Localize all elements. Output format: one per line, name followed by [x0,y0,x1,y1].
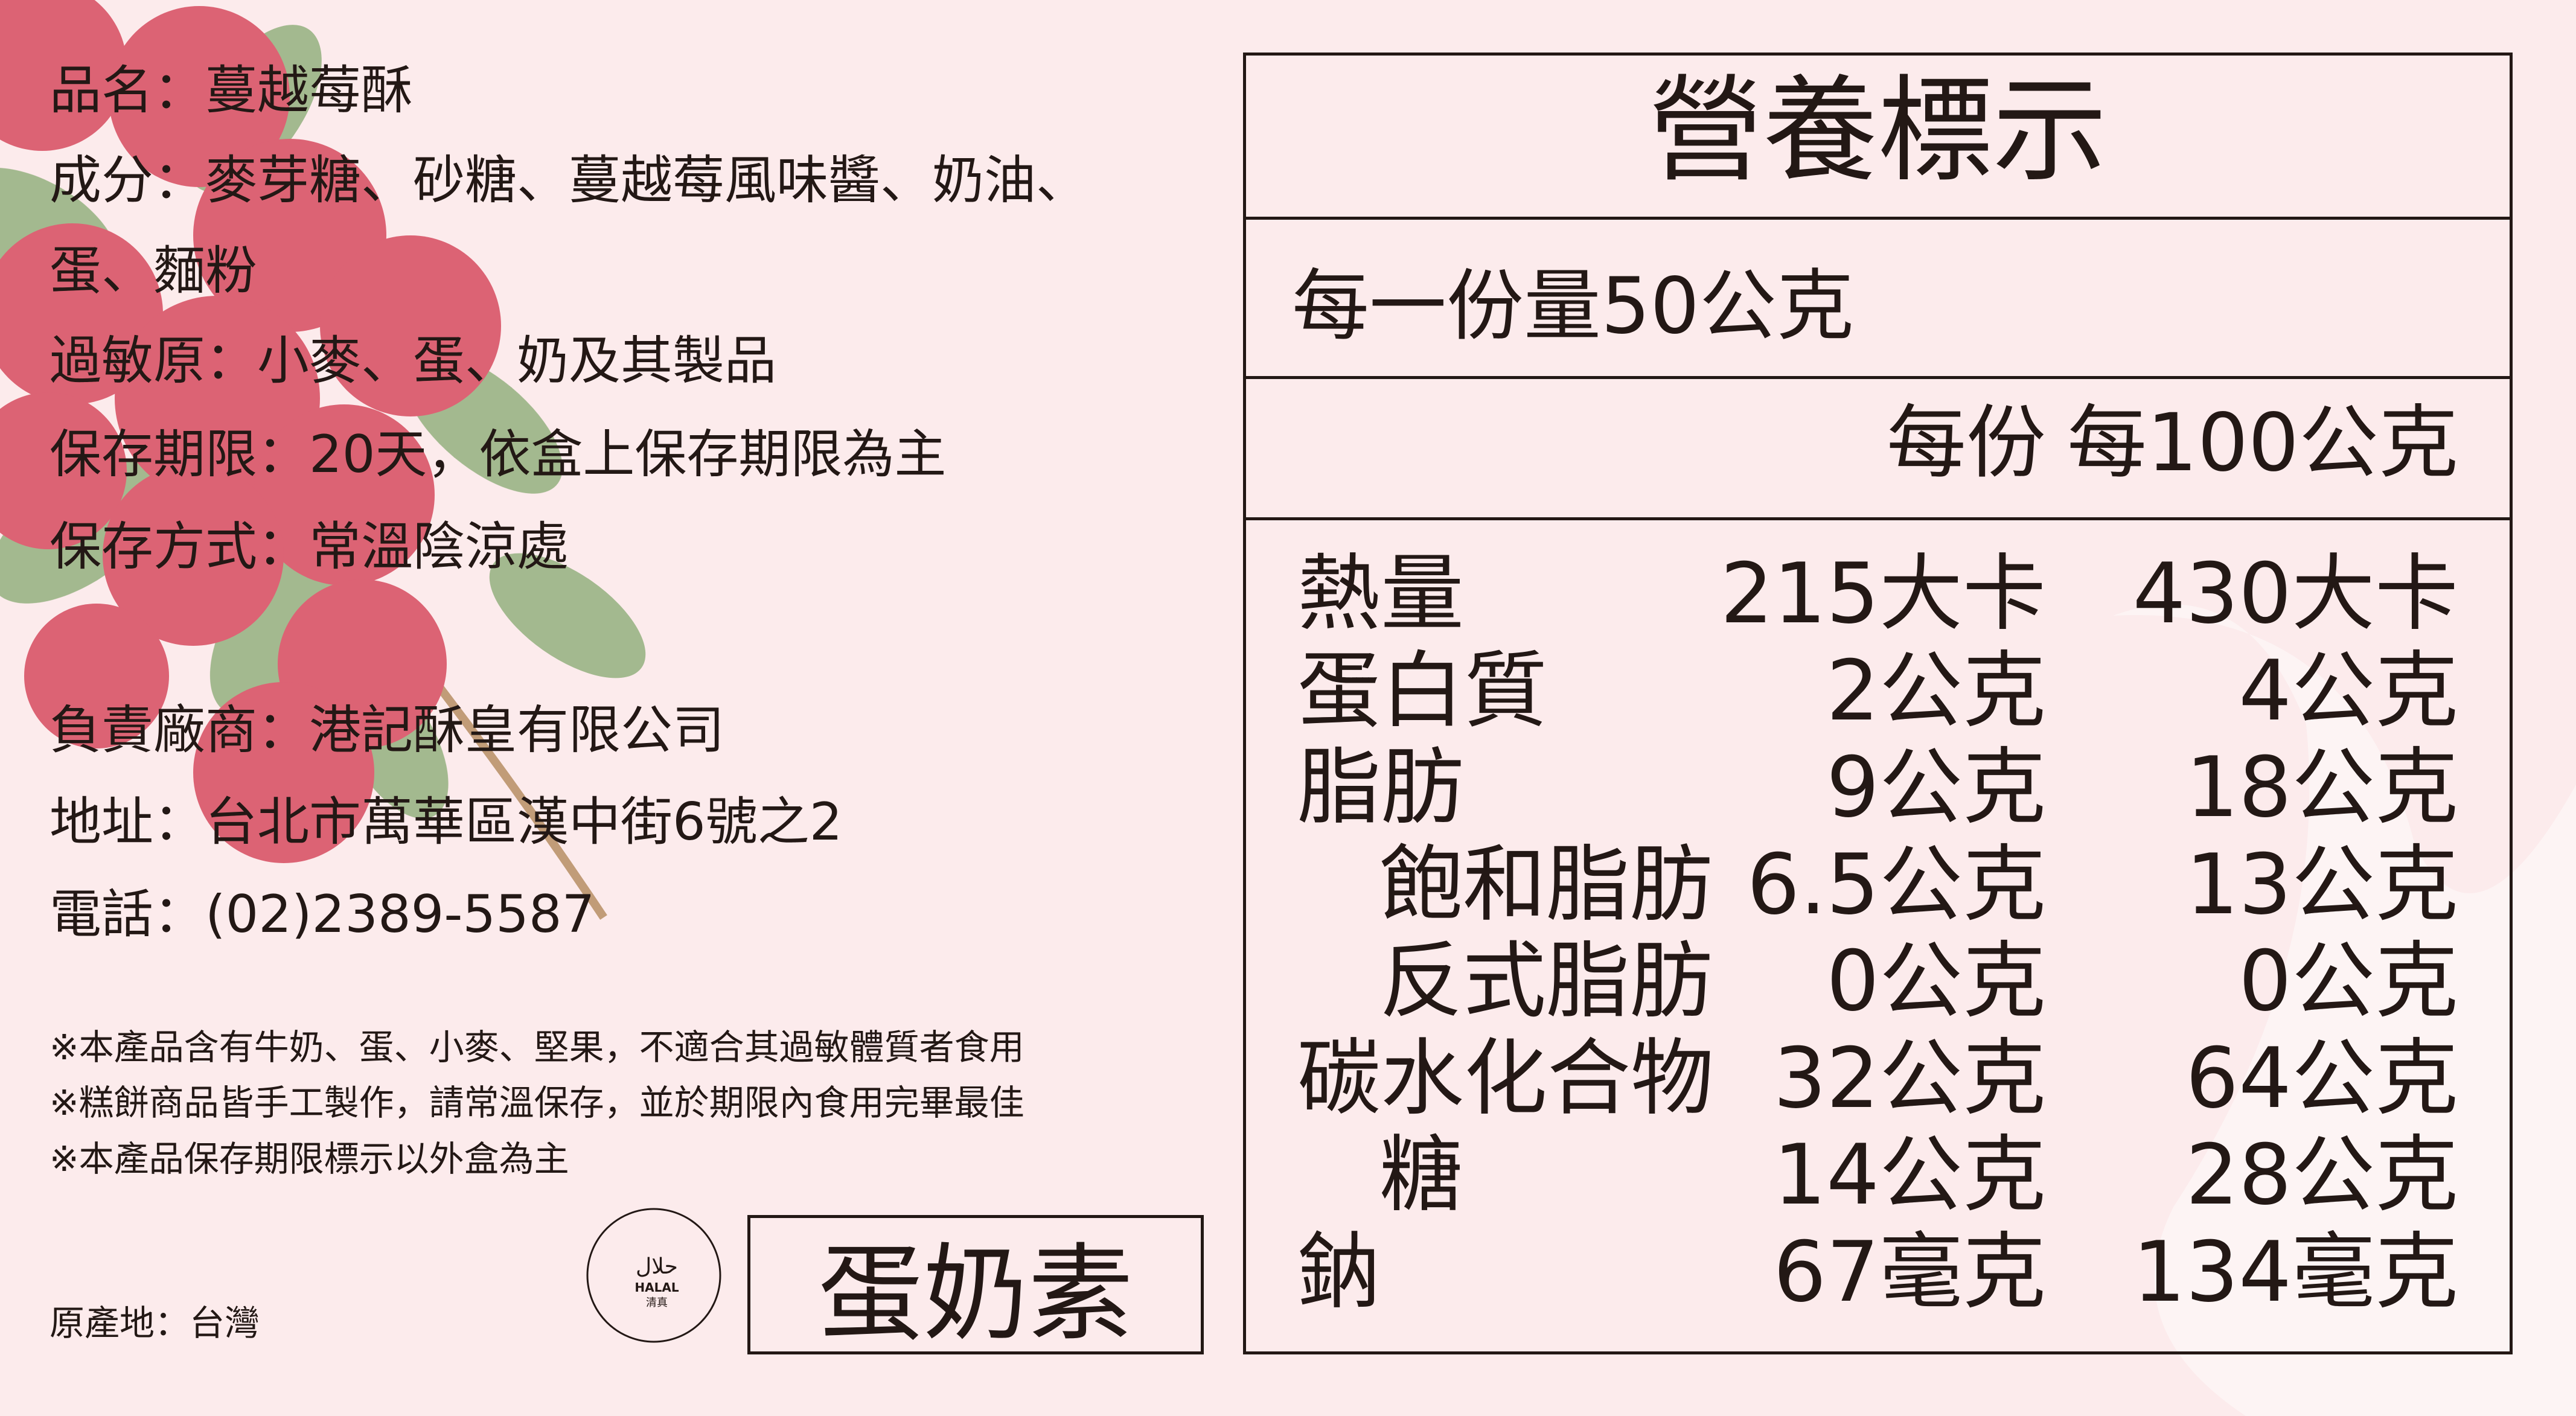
value-per-100g: 18公克 [2185,739,2458,836]
handmade-note: ※糕餅商品皆手工製作，請常溫保存，並於期限內食用完畢最佳 [50,1082,1024,1123]
nutrient-label: 反式脂肪 [1379,933,1713,1030]
nutrition-row: 糖 14公克 28公克 [1246,1130,2510,1220]
nutrient-label: 脂肪 [1297,739,1465,836]
storage-method: 保存方式：常溫陰涼處 [50,517,569,577]
value-per-100g: 4公克 [2239,642,2458,739]
value-per-serving: 14公克 [1773,1126,2046,1223]
halal-arabic: حلال [636,1254,678,1279]
nutrition-row: 蛋白質 2公克 4公克 [1246,642,2510,739]
nutrition-row: 反式脂肪 0公克 0公克 [1246,936,2510,1027]
product-name: 品名：蔓越莓酥 [50,60,413,121]
nutrition-row: 脂肪 9公克 18公克 [1246,742,2510,833]
value-per-serving: 2公克 [1826,642,2046,739]
ingredients-line1: 成分：麥芽糖、砂糖、蔓越莓風味醬、奶油、 [50,150,1088,211]
nutrition-row: 飽和脂肪 6.5公克 13公克 [1246,835,2510,933]
value-per-serving: 215大卡 [1720,545,2046,642]
value-per-serving: 67毫克 [1773,1223,2046,1321]
nutrition-row: 熱量 215大卡 430大卡 [1246,549,2510,639]
nutrition-row: 鈉 67毫克 134毫克 [1246,1223,2510,1321]
diet-type-badge: 蛋奶素 [747,1215,1204,1356]
cranberry-illustration [0,0,646,920]
value-per-100g: 64公克 [2185,1029,2458,1127]
nutrient-label: 飽和脂肪 [1379,835,1713,933]
nutrient-label: 鈉 [1297,1223,1381,1321]
manufacturer: 負責廠商：港記酥皇有限公司 [50,700,724,761]
allergens: 過敏原：小麥、蛋、奶及其製品 [50,331,776,391]
address: 地址：台北市萬華區漢中街6號之2 [50,792,843,852]
value-per-100g: 28公克 [2185,1126,2458,1223]
shelf-life: 保存期限：20天，依盒上保存期限為主 [50,424,947,485]
column-header-per-100g: 每100公克 [2067,397,2458,490]
value-per-100g: 430大卡 [2132,545,2458,642]
halal-chinese: 清真 [646,1296,668,1309]
divider [1246,376,2510,379]
phone: 電話：(02)2389-5587 [50,884,595,945]
divider [1246,517,2510,520]
ingredients-line2: 蛋、麵粉 [50,241,257,301]
nutrition-title: 營養標示 [1648,64,2108,197]
origin: 原產地：台灣 [50,1303,260,1344]
value-per-serving: 6.5公克 [1747,835,2046,933]
value-per-100g: 134毫克 [2132,1223,2458,1321]
nutrient-label: 糖 [1379,1126,1463,1223]
value-per-serving: 0公克 [1826,933,2046,1030]
milk-splash-decoration [2113,604,2576,1416]
allergy-note: ※本產品含有牛奶、蛋、小麥、堅果，不適合其過敏體質者食用 [50,1027,1024,1068]
expiry-note: ※本產品保存期限標示以外盒為主 [50,1138,569,1179]
halal-certification-logo: حلال HALAL 清真 [586,1208,721,1343]
value-per-serving: 9公克 [1826,739,2046,836]
halal-latin: HALAL [634,1280,679,1295]
diet-type: 蛋奶素 [817,1233,1133,1356]
value-per-100g: 0公克 [2239,933,2458,1030]
divider [1246,217,2510,220]
nutrition-facts-table: 營養標示 每一份量50公克 每份 每100公克 熱量 215大卡 430大卡 蛋白質 2… [1243,53,2513,1354]
value-per-serving: 32公克 [1773,1029,2046,1127]
nutrition-row: 碳水化合物 32公克 64公克 [1246,1033,2510,1124]
nutrient-label: 熱量 [1297,545,1465,642]
nutrient-label: 碳水化合物 [1297,1029,1715,1127]
column-header-per-serving: 每份 [1887,397,2046,490]
serving-size: 每一份量50公克 [1292,261,1854,351]
value-per-100g: 13公克 [2185,835,2458,933]
nutrient-label: 蛋白質 [1297,642,1548,739]
